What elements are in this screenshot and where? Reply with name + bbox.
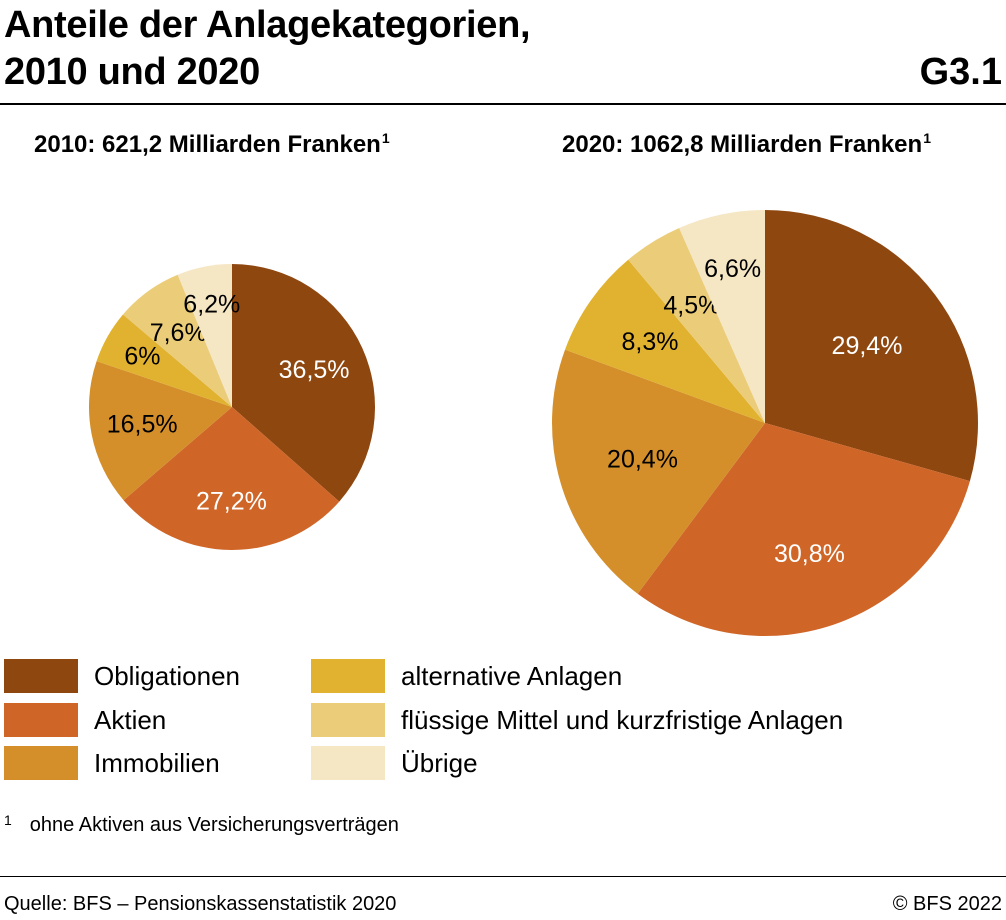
legend-label: Immobilien bbox=[94, 747, 220, 778]
data-label-immobilien: 16,5% bbox=[107, 410, 178, 438]
legend-item-uebrige: Übrige bbox=[311, 746, 478, 780]
data-label-fluessige-mittel: 7,6% bbox=[150, 319, 207, 347]
legend-item-alternative-anlagen: alternative Anlagen bbox=[311, 659, 622, 693]
legend-item-obligationen: Obligationen bbox=[4, 659, 240, 693]
pie-slice-alternative-anlagen bbox=[565, 259, 765, 423]
legend-swatch bbox=[4, 703, 78, 737]
source-note: Quelle: BFS – Pensionskassenstatistik 20… bbox=[4, 893, 397, 915]
pie-2020-title-text: 2020: 1062,8 Milliarden Franken bbox=[562, 131, 923, 158]
pie-slice-obligationen bbox=[765, 210, 978, 482]
data-label-obligationen: 36,5% bbox=[279, 356, 350, 384]
pie-2020-footnote-mark: 1 bbox=[923, 130, 931, 146]
data-label-aktien: 27,2% bbox=[196, 487, 267, 515]
pie-slice-aktien bbox=[637, 423, 970, 636]
pie-2010-title-text: 2010: 621,2 Milliarden Franken bbox=[34, 131, 381, 158]
chart-title: Anteile der Anlagekategorien, 2010 und 2… bbox=[4, 2, 764, 96]
pie-slice-fluessige-mittel bbox=[122, 274, 232, 407]
pie-slice-uebrige bbox=[177, 264, 232, 407]
data-label-uebrige: 6,6% bbox=[704, 255, 761, 283]
data-label-immobilien: 20,4% bbox=[607, 445, 678, 473]
legend-label: alternative Anlagen bbox=[401, 660, 623, 691]
footnote-text: ohne Aktiven aus Versicherungsverträgen bbox=[29, 814, 399, 836]
pie-slice-uebrige bbox=[679, 210, 765, 423]
chart-title-line1: Anteile der Anlagekategorien, bbox=[4, 4, 531, 46]
data-label-obligationen: 29,4% bbox=[832, 332, 903, 360]
legend-swatch bbox=[4, 659, 78, 693]
data-label-aktien: 30,8% bbox=[774, 540, 845, 568]
pie-slice-immobilien bbox=[552, 349, 765, 594]
legend-swatch bbox=[311, 659, 385, 693]
footnote: 1 ohne Aktiven aus Versicherungsverträgen bbox=[4, 812, 399, 837]
pie-slice-obligationen bbox=[232, 264, 376, 502]
copyright-note: © BFS 2022 bbox=[892, 893, 1002, 915]
footnote-mark: 1 bbox=[4, 812, 12, 828]
legend-label: Obligationen bbox=[94, 660, 240, 691]
legend-item-fluessige-mittel: flüssige Mittel und kurzfristige Anlagen bbox=[311, 703, 843, 737]
legend-swatch bbox=[311, 746, 385, 780]
chart-code: G3.1 bbox=[919, 51, 1002, 93]
pie-2010-footnote-mark: 1 bbox=[381, 130, 390, 146]
footer-divider bbox=[0, 876, 1006, 877]
pie-slice-alternative-anlagen bbox=[96, 314, 232, 407]
pie-slice-immobilien bbox=[88, 361, 233, 501]
data-label-alternative-anlagen: 8,3% bbox=[622, 328, 679, 356]
pie-slice-fluessige-mittel bbox=[628, 228, 765, 423]
pie-slice-aktien bbox=[123, 407, 340, 551]
data-label-alternative-anlagen: 6% bbox=[124, 342, 160, 370]
legend-label: Übrige bbox=[401, 747, 478, 778]
data-label-uebrige: 6,2% bbox=[183, 291, 240, 319]
pie-chart-2020: 29,4%30,8%20,4%8,3%4,5%6,6% bbox=[552, 210, 978, 636]
legend-swatch bbox=[311, 703, 385, 737]
legend-label: flüssige Mittel und kurzfristige Anlagen bbox=[401, 704, 844, 735]
pie-2020-title: 2020: 1062,8 Milliarden Franken1 bbox=[562, 130, 931, 159]
legend-item-aktien: Aktien bbox=[4, 703, 166, 737]
chart-title-line2: 2010 und 2020 bbox=[4, 51, 260, 93]
pie-2010-title: 2010: 621,2 Milliarden Franken1 bbox=[34, 130, 390, 159]
legend-swatch bbox=[4, 746, 78, 780]
pie-chart-2010: 36,5% 27,2% 16,5% 6%7,6%6,2% bbox=[88, 264, 376, 551]
legend-item-immobilien: Immobilien bbox=[4, 746, 220, 780]
header-divider bbox=[0, 103, 1006, 105]
legend-label: Aktien bbox=[94, 704, 167, 735]
